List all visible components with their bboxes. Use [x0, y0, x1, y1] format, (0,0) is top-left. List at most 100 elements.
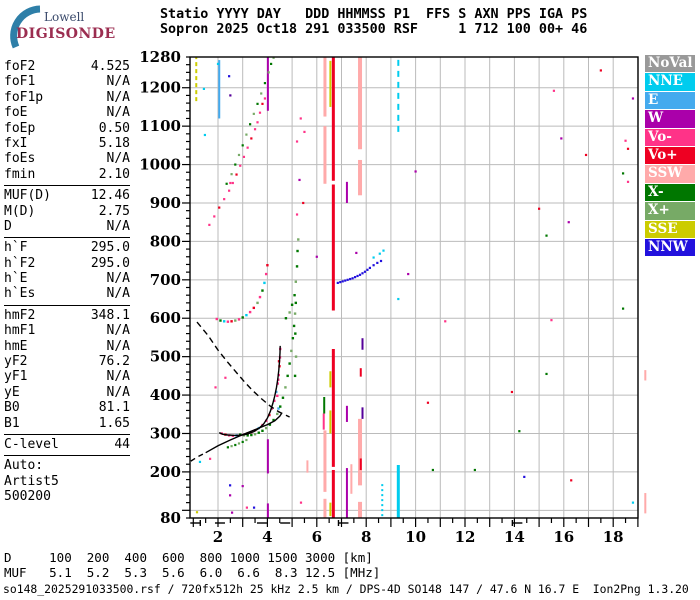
logo-text-lowell: Lowell — [44, 10, 85, 24]
param-label: D — [4, 218, 12, 234]
param-label: fmin — [4, 166, 36, 182]
param-divider — [4, 237, 130, 239]
header-block: Statio YYYY DAY DDD HHMMSS P1 FFS S AXN … — [160, 7, 588, 37]
param-label: MUF(D) — [4, 188, 51, 204]
param-label: yF2 — [4, 354, 28, 370]
param-value: N/A — [106, 369, 130, 385]
param-value: 5.18 — [98, 135, 130, 151]
param-row-hf: h`F 295.0 — [4, 240, 130, 255]
trace-f-3hop-o — [208, 97, 267, 226]
param-divider — [4, 455, 130, 457]
trace-speckles — [195, 62, 635, 514]
trace-f-2hop-o — [215, 264, 269, 323]
param-value: N/A — [106, 323, 130, 339]
param-row-hmf2: hmF2 348.1 — [4, 308, 130, 323]
param-label: Artist5 — [4, 473, 59, 489]
y-tick-label: 1280 — [139, 48, 181, 66]
param-row-b1: B1 1.65 — [4, 416, 130, 431]
param-row-fof1p: foF1p N/A — [4, 90, 130, 105]
legend-item-noval: NoVal — [645, 55, 695, 73]
param-label: B1 — [4, 415, 20, 431]
param-label: yE — [4, 384, 20, 400]
y-tick-label: 1200 — [139, 79, 181, 97]
x-tick-label: 10 — [405, 528, 426, 546]
param-label: h`F — [4, 240, 28, 256]
axis-markers — [190, 520, 523, 526]
x-tick-label: 18 — [603, 528, 624, 546]
param-row-hf2: h`F2 295.0 — [4, 256, 130, 271]
param-row-500200: 500200 — [4, 489, 130, 504]
scaled-parameters-panel: foF2 4.525 foF1 N/A foF1p N/A foE N/A foEp 0.50 fx… — [4, 59, 130, 505]
y-tick-label: 400 — [150, 386, 181, 404]
param-row-foep: foEp 0.50 — [4, 121, 130, 136]
legend-item-sse: SSE — [645, 220, 695, 238]
param-label: M(D) — [4, 203, 36, 219]
param-row-fxi: fxI 5.18 — [4, 136, 130, 151]
param-row-b0: B0 81.1 — [4, 400, 130, 415]
param-row-yf1: yF1 N/A — [4, 369, 130, 384]
echo-traces — [195, 56, 635, 514]
legend-item-x: X+ — [645, 202, 695, 220]
param-row-md: M(D) 2.75 — [4, 204, 130, 219]
param-value: 12.46 — [90, 188, 130, 204]
true-height-profile — [205, 413, 283, 454]
x-tick-label: 4 — [262, 528, 272, 546]
legend-item-vo: Vo+ — [645, 146, 695, 165]
param-value: N/A — [106, 151, 130, 167]
param-label: foEp — [4, 120, 36, 136]
y-tick-label: 800 — [150, 232, 181, 250]
param-divider — [4, 185, 130, 187]
param-label: h`E — [4, 271, 28, 287]
param-value: N/A — [106, 89, 130, 105]
param-label: 500200 — [4, 489, 51, 505]
y-tick-label: 600 — [150, 309, 181, 327]
param-label: h`F2 — [4, 255, 36, 271]
param-row-hmf1: hmF1 N/A — [4, 323, 130, 338]
param-row-d: D N/A — [4, 219, 130, 234]
x-tick-label: 16 — [553, 528, 574, 546]
y-tick-label: 200 — [150, 463, 181, 481]
param-row-yf2: yF2 76.2 — [4, 354, 130, 369]
legend-item-nne: NNE — [645, 73, 695, 91]
param-row-auto: Auto: — [4, 458, 130, 473]
legend-item-x: X- — [645, 183, 695, 202]
param-value: 44 — [114, 436, 130, 452]
param-value: 295.0 — [90, 255, 130, 271]
param-row-artist5: Artist5 — [4, 474, 130, 489]
param-label: yF1 — [4, 369, 28, 385]
plot-grid — [190, 57, 639, 518]
param-divider — [4, 304, 130, 306]
param-label: Auto: — [4, 458, 44, 474]
param-value: N/A — [106, 105, 130, 121]
param-value: 2.10 — [98, 166, 130, 182]
param-value: N/A — [106, 218, 130, 234]
param-row-he: h`E N/A — [4, 271, 130, 286]
x-tick-label: 8 — [361, 528, 371, 546]
y-tick-label: 300 — [150, 424, 181, 442]
param-row-hme: hmE N/A — [4, 339, 130, 354]
param-row-ye: yE N/A — [4, 385, 130, 400]
logo-arc — [10, 5, 41, 49]
legend-item-w: W — [645, 110, 695, 128]
param-value: N/A — [106, 74, 130, 90]
param-label: foEs — [4, 151, 36, 167]
legend-item-e: E — [645, 91, 695, 110]
param-row-fof1: foF1 N/A — [4, 74, 130, 89]
param-row-mufd: MUF(D) 12.46 — [4, 188, 130, 203]
param-label: foF2 — [4, 59, 36, 74]
x-tick-label: 2 — [213, 528, 223, 546]
trace-f-2hop-x — [284, 238, 300, 320]
param-label: foF1 — [4, 74, 36, 90]
trace-oblique-arc — [336, 259, 383, 284]
header-field-values: Sopron 2025 Oct18 291 033500 RSF 1 712 1… — [160, 21, 588, 37]
param-label: foE — [4, 105, 28, 121]
param-label: foF1p — [4, 89, 44, 105]
descending-dashed-curve — [196, 321, 290, 418]
digisonde-logo: Lowell DIGISONDE — [4, 2, 154, 52]
param-row-foe: foE N/A — [4, 105, 130, 120]
param-value: 348.1 — [90, 307, 130, 323]
y-tick-label: 900 — [150, 194, 181, 212]
param-label: hmE — [4, 338, 28, 354]
logo-text-digisonde: DIGISONDE — [16, 26, 116, 42]
